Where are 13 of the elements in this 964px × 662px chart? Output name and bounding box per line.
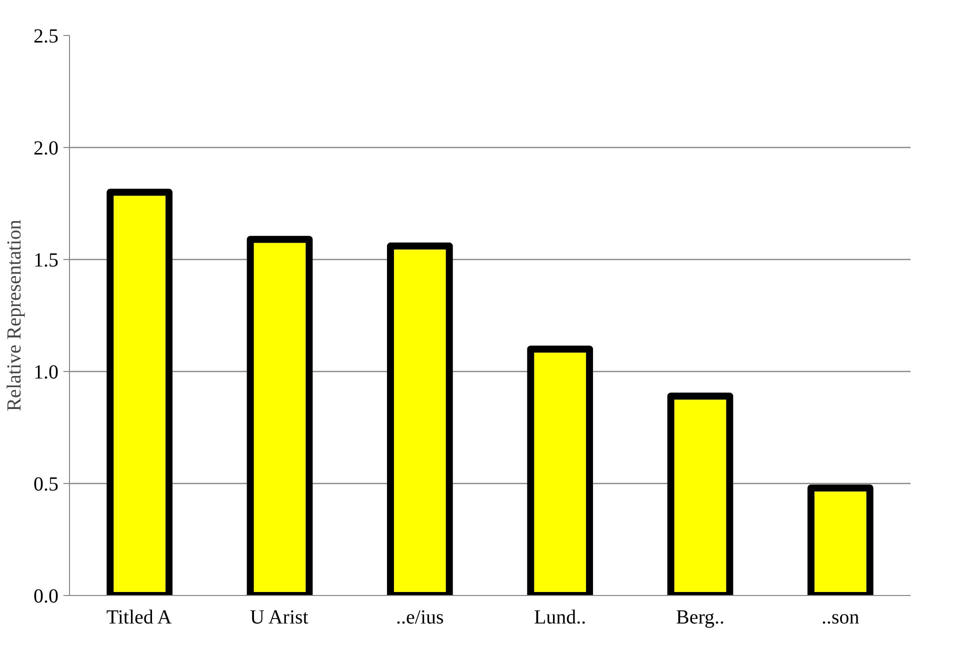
- x-tick-label: Titled A: [106, 606, 172, 628]
- y-tick-label: 2.5: [34, 26, 58, 48]
- y-tick-label: 2.0: [34, 138, 58, 160]
- y-axis-title: Relative Representation: [4, 220, 26, 412]
- x-tick-label: ..son: [822, 606, 860, 628]
- x-tick-label: Lund..: [534, 606, 586, 628]
- x-tick-label: Berg..: [676, 606, 725, 628]
- y-tick-label: 1.5: [34, 250, 58, 272]
- y-tick-label: 0.0: [34, 586, 58, 608]
- y-tick-label: 0.5: [34, 474, 58, 496]
- x-tick-label: ..e/ius: [396, 606, 444, 628]
- x-tick-label: U Arist: [250, 606, 309, 628]
- y-tick-label: 1.0: [34, 362, 58, 384]
